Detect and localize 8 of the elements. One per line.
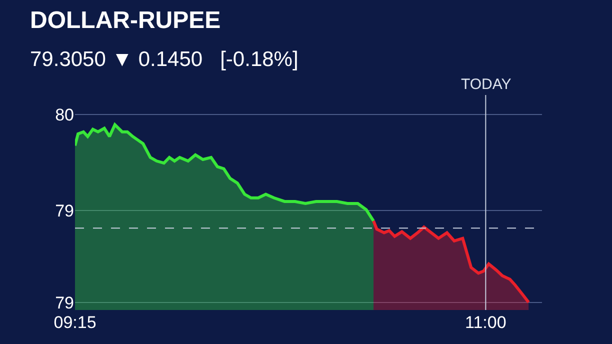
- y-tick-label: 79: [55, 293, 74, 312]
- ref-line-label: TODAY: [461, 76, 512, 93]
- x-tick-label: 09:15: [54, 313, 96, 332]
- y-tick-label: 79: [55, 202, 74, 221]
- x-tick-label: 11:00: [465, 313, 506, 332]
- chart-title: DOLLAR-RUPEE: [30, 7, 221, 34]
- chart-subtitle: 79.3050 ▼ 0.1450 [-0.18%]: [30, 48, 298, 71]
- y-tick-label: 80: [55, 105, 74, 124]
